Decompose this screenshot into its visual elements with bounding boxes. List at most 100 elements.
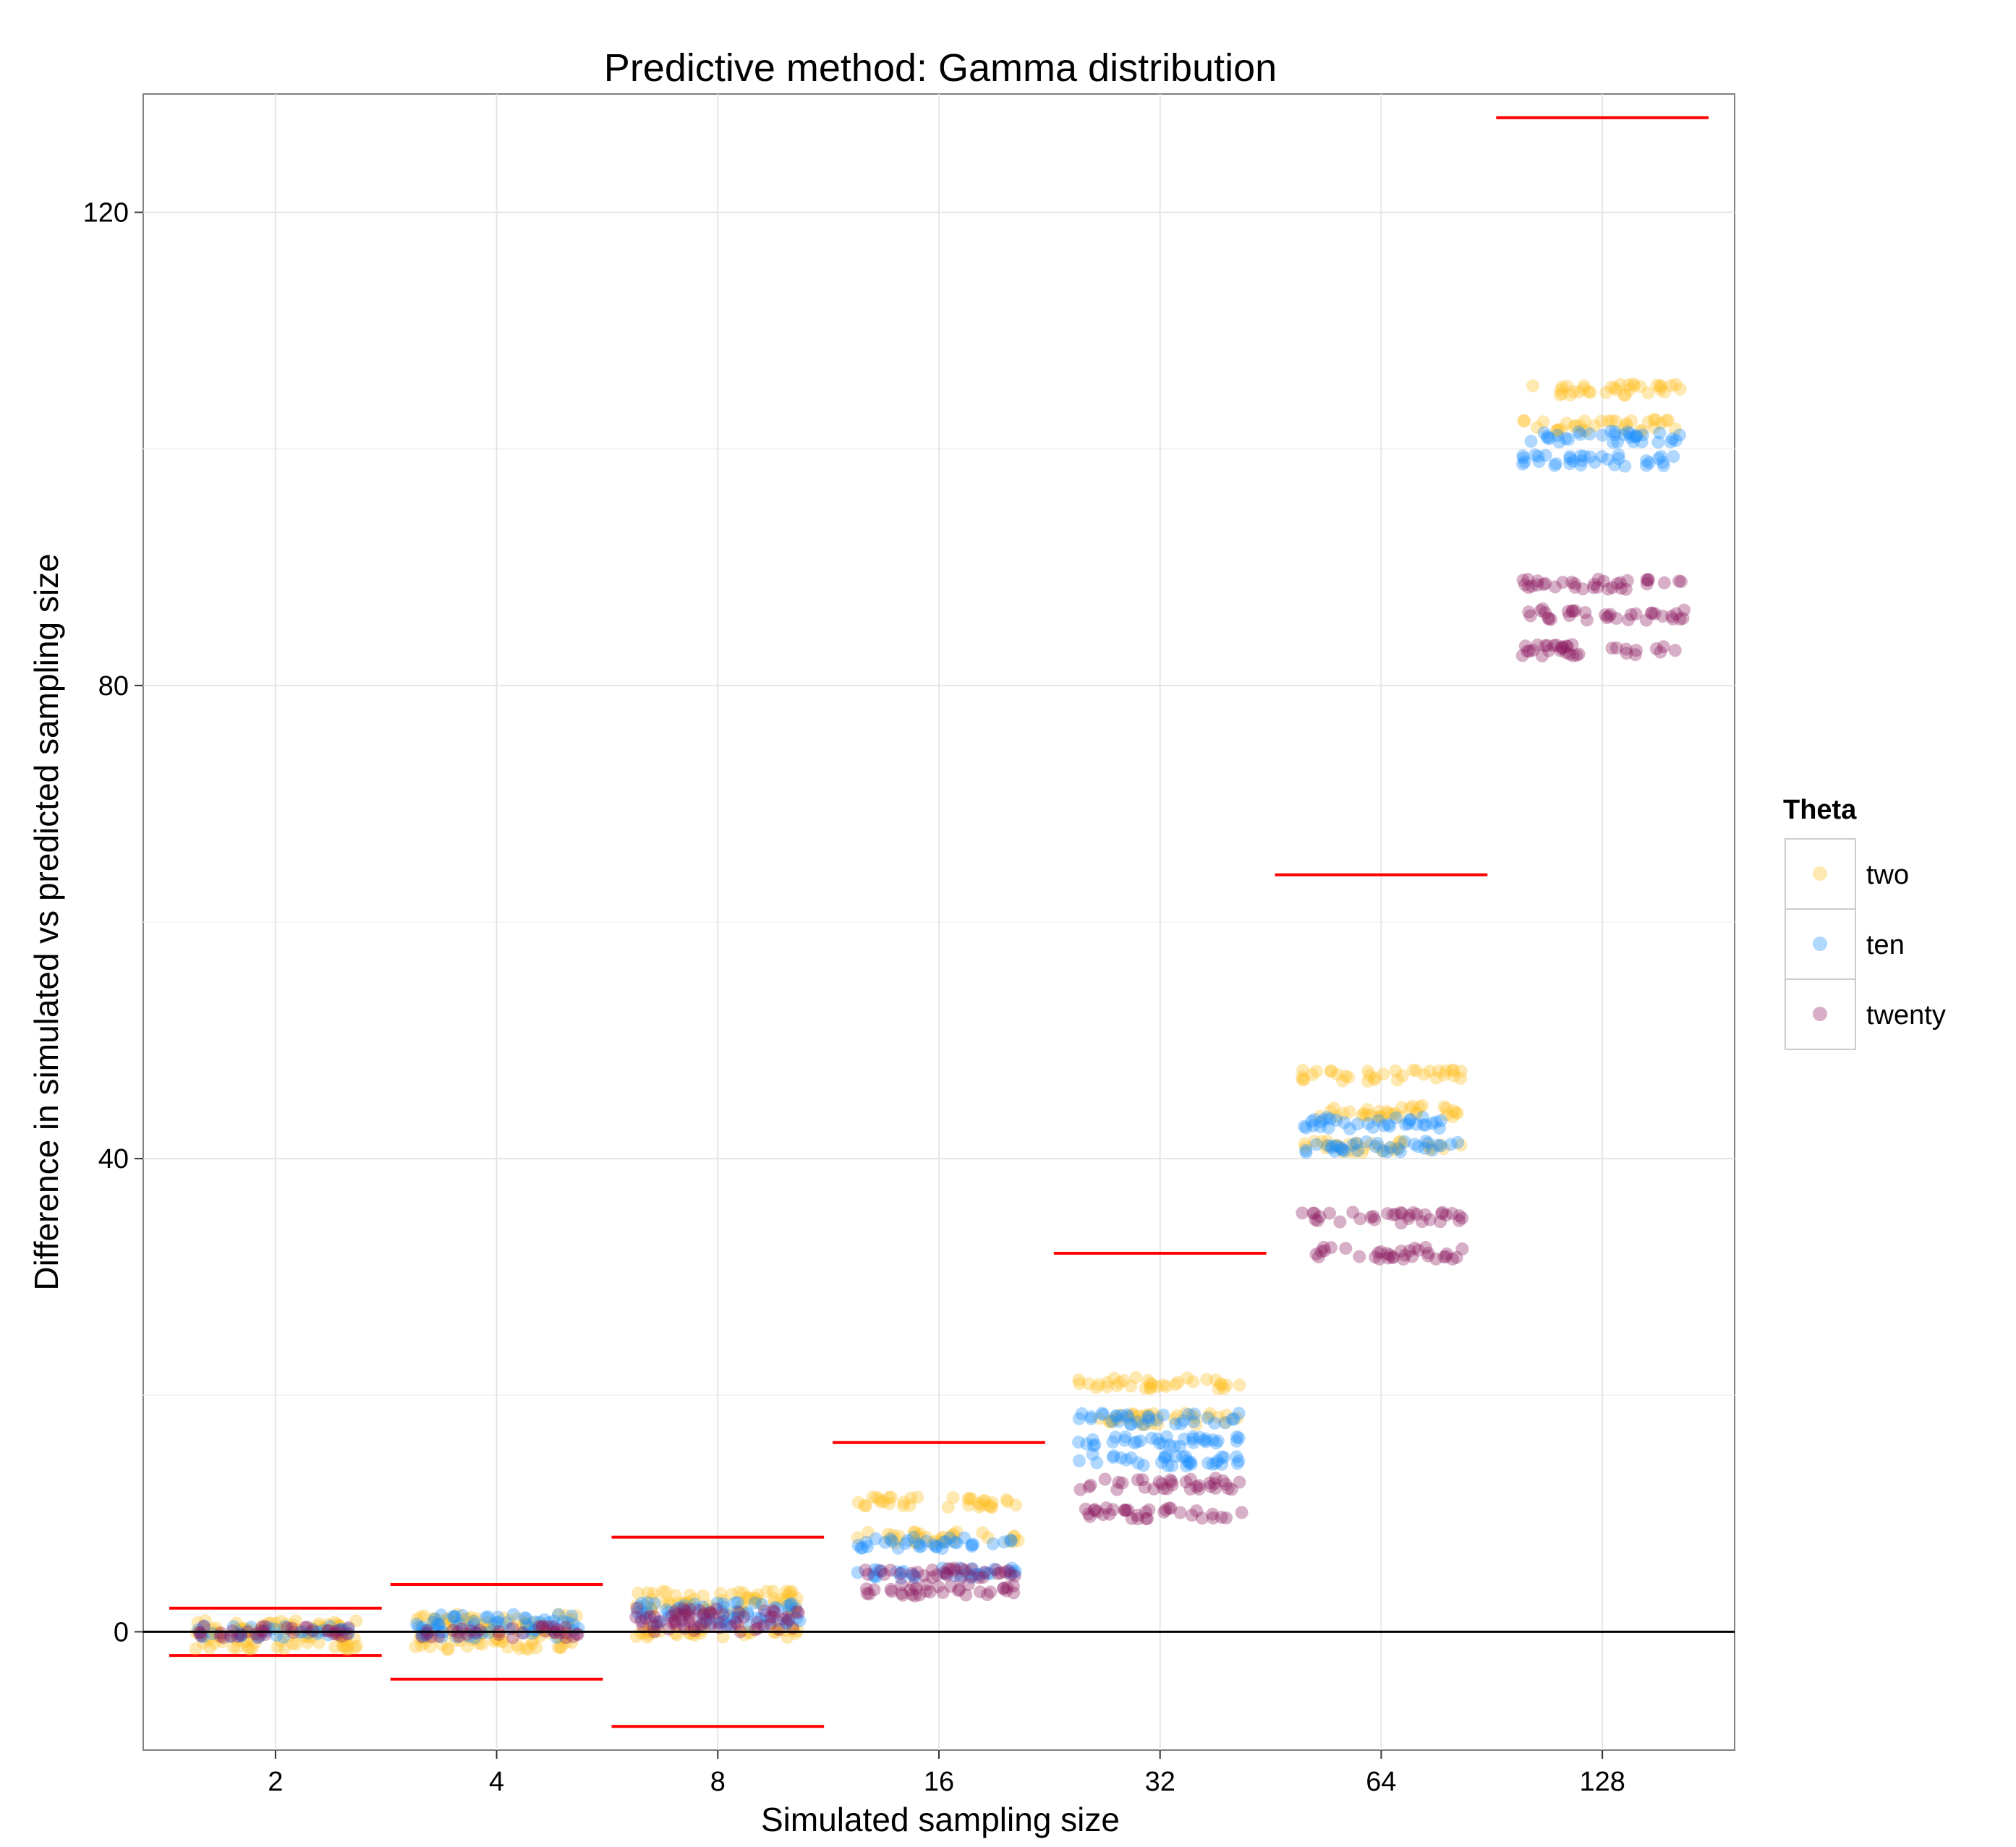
data-point-two	[682, 1600, 696, 1613]
data-point-ten	[1434, 1114, 1447, 1127]
data-point-twenty	[327, 1627, 341, 1641]
data-point-ten	[973, 1568, 986, 1582]
data-point-two	[668, 1626, 682, 1640]
data-point-ten	[790, 1611, 804, 1625]
data-point-two	[943, 1530, 957, 1543]
data-point-ten	[1308, 1113, 1322, 1127]
data-point-two	[1517, 414, 1531, 427]
data-point-two	[1170, 1409, 1184, 1422]
data-point-two	[1641, 386, 1655, 400]
data-point-ten	[730, 1611, 744, 1625]
data-point-two	[565, 1636, 579, 1650]
data-point-ten	[1090, 1456, 1104, 1470]
data-point-two	[1578, 414, 1591, 428]
data-point-two	[866, 1490, 880, 1504]
data-point-ten	[1186, 1436, 1200, 1449]
data-point-twenty	[559, 1631, 573, 1645]
data-point-two	[663, 1596, 676, 1609]
data-point-ten	[518, 1611, 532, 1625]
data-point-two	[787, 1624, 801, 1637]
data-point-two	[469, 1612, 483, 1626]
data-point-ten	[1160, 1449, 1174, 1463]
data-point-ten	[469, 1626, 483, 1640]
data-point-twenty	[1604, 607, 1617, 621]
data-point-twenty	[1387, 1250, 1400, 1264]
data-point-two	[1336, 1145, 1350, 1159]
data-point-two	[781, 1588, 795, 1602]
data-point-two	[862, 1525, 875, 1539]
data-point-ten	[1629, 429, 1643, 443]
data-point-twenty	[1309, 1213, 1322, 1227]
data-point-ten	[965, 1540, 979, 1553]
data-point-two	[1372, 1104, 1386, 1118]
data-point-twenty	[1656, 640, 1670, 654]
data-point-ten	[640, 1605, 654, 1619]
data-point-ten	[895, 1566, 909, 1579]
data-point-twenty	[669, 1618, 683, 1632]
data-point-ten	[854, 1541, 867, 1555]
data-point-two	[1608, 381, 1622, 395]
data-point-two	[1579, 424, 1593, 438]
data-point-twenty	[790, 1605, 804, 1618]
data-point-twenty	[1531, 638, 1544, 652]
data-point-two	[1151, 1417, 1165, 1431]
data-point-ten	[1429, 1115, 1443, 1129]
data-point-twenty	[1082, 1480, 1096, 1494]
data-point-two	[434, 1614, 448, 1628]
data-point-two	[1169, 1378, 1182, 1391]
data-point-twenty	[1523, 644, 1536, 658]
data-point-twenty	[1648, 607, 1662, 620]
data-point-ten	[1230, 1456, 1244, 1470]
data-point-two	[985, 1501, 998, 1514]
data-point-ten	[1338, 1144, 1352, 1158]
data-point-ten	[1124, 1451, 1138, 1464]
data-point-ten	[703, 1605, 717, 1619]
data-point-ten	[488, 1618, 501, 1631]
data-point-two	[702, 1603, 715, 1617]
data-point-ten	[547, 1614, 561, 1628]
data-point-twenty	[1380, 1247, 1394, 1261]
data-point-twenty	[919, 1584, 933, 1598]
data-point-twenty	[952, 1584, 965, 1598]
data-point-ten	[1451, 1135, 1465, 1149]
data-point-ten	[1158, 1450, 1172, 1464]
data-point-ten	[950, 1536, 964, 1550]
data-point-ten	[1324, 1141, 1338, 1155]
data-point-ten	[1401, 1117, 1415, 1130]
data-point-twenty	[1083, 1510, 1097, 1524]
data-point-two	[1424, 1140, 1438, 1154]
data-point-ten	[1105, 1415, 1119, 1428]
data-point-twenty	[1000, 1580, 1014, 1594]
data-point-ten	[780, 1617, 794, 1631]
data-point-twenty	[1084, 1478, 1097, 1492]
data-point-twenty	[1087, 1503, 1101, 1517]
data-point-two	[1554, 422, 1568, 436]
data-point-twenty	[1136, 1473, 1149, 1487]
data-point-twenty	[1373, 1252, 1386, 1266]
data-point-two	[330, 1617, 344, 1631]
data-point-twenty	[197, 1620, 210, 1634]
data-point-two	[1296, 1073, 1309, 1087]
data-point-twenty	[1554, 644, 1568, 657]
data-point-two	[1108, 1412, 1122, 1426]
data-point-two	[913, 1527, 927, 1540]
data-point-ten	[1108, 1430, 1122, 1444]
data-point-two	[229, 1616, 243, 1630]
data-point-two	[1613, 377, 1627, 391]
data-point-ten	[1305, 1114, 1319, 1128]
data-point-twenty	[1565, 576, 1578, 589]
data-point-twenty	[1439, 1208, 1453, 1222]
data-point-ten	[894, 1571, 908, 1584]
data-point-ten	[869, 1532, 882, 1545]
data-point-two	[1447, 1069, 1460, 1083]
data-point-ten	[1566, 454, 1580, 468]
data-point-two	[454, 1634, 467, 1647]
data-point-ten	[1596, 428, 1609, 442]
data-point-two	[1315, 1135, 1329, 1148]
data-point-ten	[885, 1535, 899, 1548]
data-point-ten	[1178, 1432, 1191, 1446]
data-point-two	[1136, 1409, 1150, 1423]
data-point-two	[784, 1589, 798, 1603]
data-point-ten	[1617, 428, 1630, 442]
data-point-two	[1389, 1064, 1403, 1078]
